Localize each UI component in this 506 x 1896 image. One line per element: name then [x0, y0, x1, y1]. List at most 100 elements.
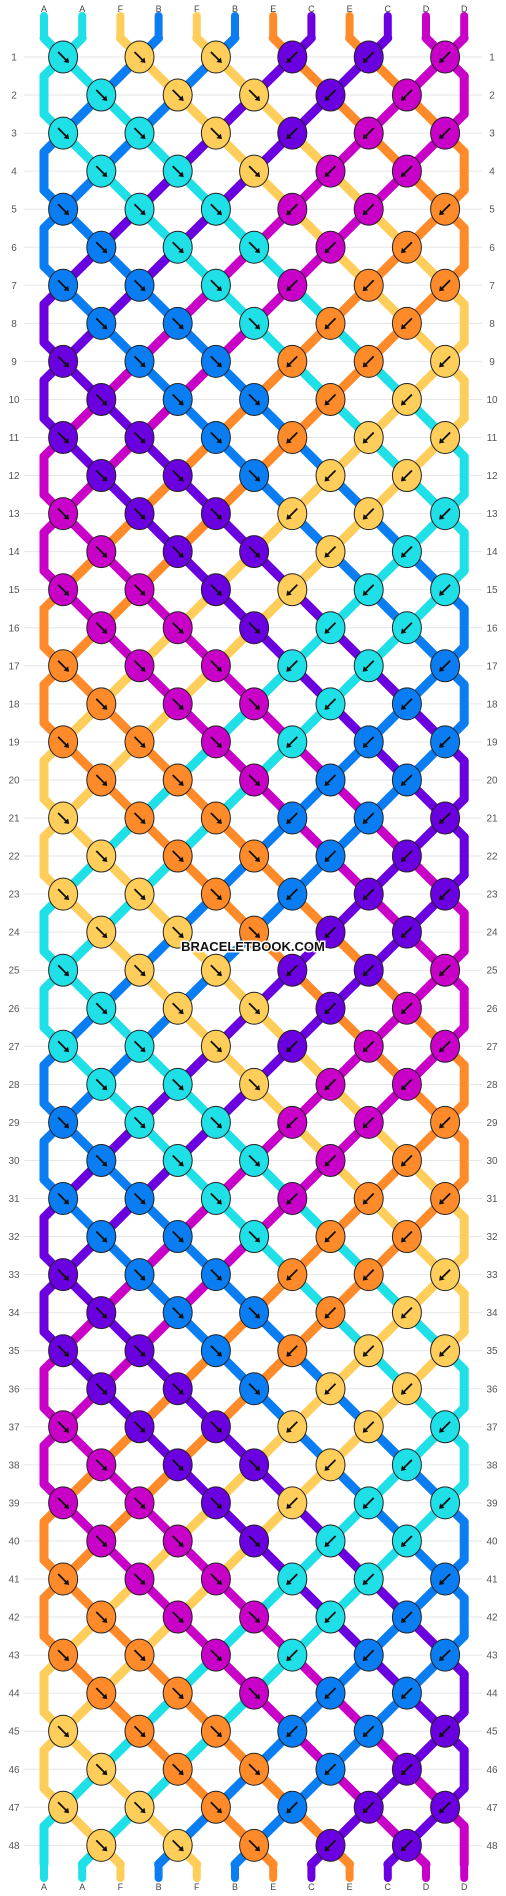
diagonal-arrow-icon [95, 469, 108, 482]
knot [277, 725, 308, 759]
diagonal-arrow-icon [133, 1573, 146, 1585]
diagonal-arrow-icon [324, 698, 337, 710]
bottom-string-label: B [232, 1882, 238, 1892]
diagonal-arrow-icon [248, 622, 261, 634]
knot [315, 535, 346, 569]
diagonal-arrow-icon [362, 203, 375, 216]
diagonal-arrow-icon [286, 1497, 298, 1509]
knot [315, 306, 346, 340]
knot [239, 1220, 270, 1254]
row-number-right: 48 [486, 1841, 498, 1852]
knot [200, 1105, 231, 1139]
diagonal-arrow-icon [362, 584, 375, 596]
knot [162, 991, 193, 1025]
row-number-left: 42 [8, 1613, 20, 1624]
knot [353, 1790, 384, 1824]
diagonal-arrow-icon [286, 1345, 298, 1357]
diagonal-arrow-icon [400, 1535, 413, 1547]
row-number-right: 15 [486, 585, 498, 596]
bottom-string-label: B [156, 1882, 162, 1892]
diagonal-arrow-icon [57, 1725, 70, 1738]
diagonal-arrow-icon [362, 736, 375, 748]
diagonal-arrow-icon [286, 1421, 298, 1433]
diagonal-arrow-icon [210, 812, 222, 824]
knot [353, 953, 384, 987]
diagonal-arrow-icon [133, 1421, 146, 1433]
diagonal-arrow-icon [286, 736, 298, 748]
knot [162, 1448, 193, 1482]
bottom-string-label: E [347, 1882, 353, 1892]
diagonal-arrow-icon [439, 812, 451, 824]
diagonal-arrow-icon [248, 1535, 261, 1547]
knot [86, 611, 117, 645]
diagonal-arrow-icon [248, 1687, 261, 1700]
knot [86, 1220, 117, 1254]
diagonal-arrow-icon [95, 698, 108, 710]
row-number-right: 17 [486, 661, 498, 672]
diagonal-arrow-icon [248, 1154, 261, 1167]
diagonal-arrow-icon [172, 850, 184, 863]
knot [239, 230, 270, 264]
diagonal-arrow-icon [324, 469, 337, 482]
diagonal-arrow-icon [172, 1839, 184, 1852]
diagonal-arrow-icon [362, 1040, 375, 1053]
diagonal-arrow-icon [248, 774, 261, 786]
row-number-right: 8 [489, 319, 495, 330]
diagonal-arrow-icon [210, 431, 222, 444]
row-number-left: 41 [8, 1575, 20, 1586]
knot [353, 1486, 384, 1520]
diagonal-arrow-icon [95, 1535, 108, 1547]
knot [430, 649, 461, 683]
row-number-right: 19 [486, 737, 498, 748]
bottom-string-label: D [461, 1882, 468, 1892]
diagonal-arrow-icon [210, 1649, 222, 1662]
knot [200, 1562, 231, 1596]
diagonal-arrow-icon [133, 1192, 146, 1205]
knot [124, 1486, 155, 1520]
knot [315, 839, 346, 873]
diagonal-arrow-icon [172, 622, 184, 634]
row-number-right: 3 [489, 129, 495, 140]
bottom-string-label: F [118, 1882, 124, 1892]
knot [48, 1105, 79, 1139]
diagonal-arrow-icon [248, 1002, 261, 1015]
knot [162, 535, 193, 569]
diagonal-arrow-icon [400, 1154, 413, 1167]
diagonal-arrow-icon [133, 660, 146, 672]
diagonal-arrow-icon [439, 1421, 451, 1433]
knot [430, 1258, 461, 1292]
diagonal-arrow-icon [248, 850, 261, 863]
row-number-left: 12 [8, 471, 20, 482]
row-number-left: 14 [8, 547, 20, 558]
knot [277, 344, 308, 378]
diagonal-arrow-icon [57, 812, 70, 824]
knot [277, 1182, 308, 1215]
knot [430, 725, 461, 759]
diagonal-arrow-icon [286, 507, 298, 520]
diagonal-arrow-icon [210, 736, 222, 748]
knot [353, 649, 384, 683]
knot [430, 192, 461, 226]
top-string-label: B [232, 4, 238, 14]
diagonal-arrow-icon [210, 1497, 222, 1509]
knot [391, 230, 422, 264]
knot [124, 1562, 155, 1596]
knot [353, 40, 384, 74]
knot [277, 1638, 308, 1672]
diagonal-arrow-icon [439, 203, 451, 216]
diagonal-arrow-icon [133, 1040, 146, 1053]
knot [430, 1410, 461, 1444]
row-number-right: 5 [489, 205, 495, 216]
bottom-string-label: E [270, 1882, 276, 1892]
diagonal-arrow-icon [172, 317, 184, 330]
diagonal-arrow-icon [439, 1725, 451, 1738]
diagonal-arrow-icon [95, 622, 108, 634]
string-label-layer: A A F B F B E C E C D D A A F B F B E C E C D D [41, 4, 468, 1892]
row-number-left: 1 [11, 53, 17, 64]
knot [48, 1562, 79, 1596]
diagonal-arrow-icon [133, 431, 146, 444]
diagonal-arrow-icon [439, 1649, 451, 1662]
diagonal-arrow-icon [172, 469, 184, 482]
row-number-right: 37 [486, 1422, 498, 1433]
knot [239, 1600, 270, 1634]
